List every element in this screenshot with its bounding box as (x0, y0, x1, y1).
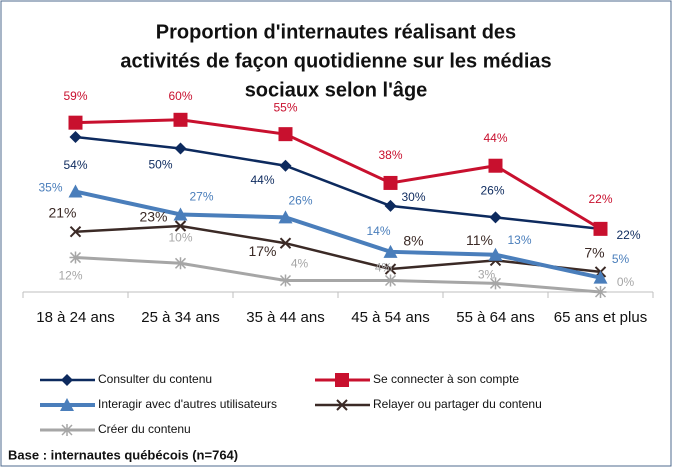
data-label: 13% (507, 233, 531, 247)
data-label: 4% (375, 261, 393, 275)
series (69, 131, 607, 235)
data-label: 30% (401, 190, 425, 204)
data-label: 14% (366, 224, 390, 238)
marker (278, 127, 293, 142)
x-tick-label: 65 ans et plus (554, 309, 647, 326)
legend-label: Créer du contenu (98, 422, 191, 436)
marker (69, 226, 82, 238)
x-tick-label: 35 à 44 ans (246, 309, 324, 326)
data-label: 60% (168, 89, 192, 103)
data-label: 4% (291, 257, 309, 271)
series (68, 112, 608, 236)
marker (174, 220, 187, 232)
data-label: 44% (483, 131, 507, 145)
marker (489, 211, 502, 224)
data-label: 54% (63, 158, 87, 172)
data-label: 50% (148, 158, 172, 172)
line (75, 135, 601, 231)
footnote: Base : internautes québécois (n=764) (8, 447, 238, 462)
marker (384, 263, 397, 275)
marker (174, 142, 187, 155)
legend-label: Interagir avec d'autres utilisateurs (98, 397, 277, 411)
data-label: 8% (403, 233, 423, 249)
data-label: 44% (250, 173, 274, 187)
marker (488, 247, 503, 261)
x-tick-label: 18 à 24 ans (36, 309, 114, 326)
data-label: 59% (63, 89, 87, 103)
marker (336, 399, 348, 411)
data-label: 7% (584, 245, 604, 261)
marker (279, 274, 292, 287)
data-label: 21% (48, 204, 76, 220)
marker (384, 274, 397, 287)
data-label: 26% (288, 194, 312, 208)
marker (489, 277, 502, 290)
marker (593, 221, 608, 236)
marker (69, 131, 82, 144)
marker (60, 398, 74, 411)
legend-label: Relayer ou partager du contenu (373, 397, 542, 411)
data-label: 10% (168, 230, 192, 244)
legend-label: Se connecter à son compte (373, 372, 519, 386)
data-label: 23% (139, 209, 167, 225)
marker (61, 374, 73, 386)
line (75, 224, 601, 274)
marker (594, 286, 607, 298)
data-label: 35% (38, 181, 62, 195)
marker (174, 257, 187, 270)
marker (593, 270, 608, 284)
data-label: 0% (617, 275, 635, 289)
x-tick-label: 55 à 64 ans (456, 309, 534, 326)
marker (61, 424, 73, 436)
marker (279, 159, 292, 172)
data-label: 5% (612, 252, 630, 266)
marker (384, 199, 397, 212)
x-tick-label: 25 à 34 ans (141, 309, 219, 326)
data-label: 11% (466, 232, 493, 248)
marker (173, 207, 188, 221)
data-label: 26% (480, 184, 504, 198)
marker (383, 175, 398, 190)
marker (488, 158, 503, 173)
line (75, 189, 601, 280)
chart-title: sociaux selon l'âge (245, 79, 428, 101)
marker (279, 237, 292, 249)
legend-label: Consulter du contenu (98, 372, 212, 386)
data-label: 22% (616, 228, 640, 242)
marker (278, 210, 293, 224)
data-label: 3% (478, 268, 496, 282)
line (75, 118, 602, 231)
data-label: 12% (58, 269, 82, 283)
marker (173, 112, 188, 127)
data-label: 55% (273, 100, 297, 114)
marker (68, 184, 83, 198)
line (75, 256, 601, 294)
marker (335, 373, 349, 387)
chart-title: activités de façon quotidienne sur les m… (120, 50, 551, 72)
marker (383, 244, 398, 258)
series (69, 251, 607, 298)
marker (68, 115, 83, 130)
chart-title: Proportion d'internautes réalisant des (156, 21, 516, 43)
marker (69, 251, 82, 264)
data-label: 27% (189, 190, 213, 204)
data-label: 38% (378, 148, 402, 162)
series (68, 184, 608, 284)
data-label: 17% (248, 243, 276, 259)
x-tick-label: 45 à 54 ans (351, 309, 429, 326)
data-label: 22% (588, 192, 612, 206)
